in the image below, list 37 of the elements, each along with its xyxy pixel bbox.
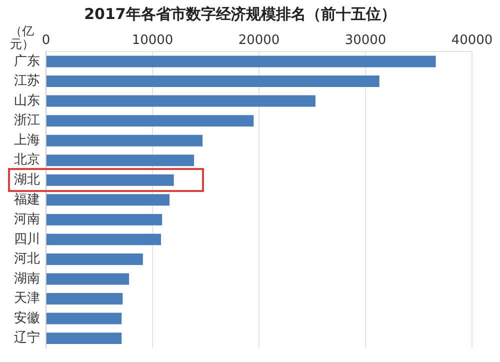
chart-title: 2017年各省市数字经济规模排名（前十五位） [84,4,396,23]
bar [46,312,122,324]
x-tick-label: 0 [42,33,50,48]
x-tick-label: 10000 [132,33,174,48]
bar [46,76,380,87]
y-tick-label: 广东 [14,54,40,69]
y-tick-label: 湖北 [14,172,40,188]
bar [46,154,194,166]
y-tick-label: 天津 [14,291,40,306]
y-tick-label: 河南 [14,212,40,228]
bar [46,273,130,285]
bar [46,194,170,206]
x-axis-title: （亿元） [10,24,35,51]
y-tick-label: 安徽 [14,310,40,326]
y-tick-label: 辽宁 [14,330,40,346]
y-tick-label: 北京 [14,152,40,168]
y-tick-label: 江苏 [14,74,40,89]
x-tick-label: 40000 [451,33,493,48]
bar [46,253,143,265]
y-tick-label: 湖南 [14,271,40,286]
x-tick-label: 30000 [344,33,386,48]
bar [46,293,123,304]
bar [46,214,162,226]
bar [46,115,254,127]
x-tick-label: 20000 [238,33,280,48]
y-tick-label: 福建 [14,192,40,208]
y-tick-label: 河北 [14,252,40,267]
y-tick-label: 上海 [14,132,40,148]
bar [46,174,174,186]
y-tick-label: 四川 [14,232,40,247]
bar [46,234,162,246]
y-tick-label: 浙江 [14,113,40,128]
bar [46,56,436,68]
bar [46,95,316,107]
bar [46,134,203,146]
y-tick-label: 山东 [14,93,40,108]
bar [46,332,122,344]
